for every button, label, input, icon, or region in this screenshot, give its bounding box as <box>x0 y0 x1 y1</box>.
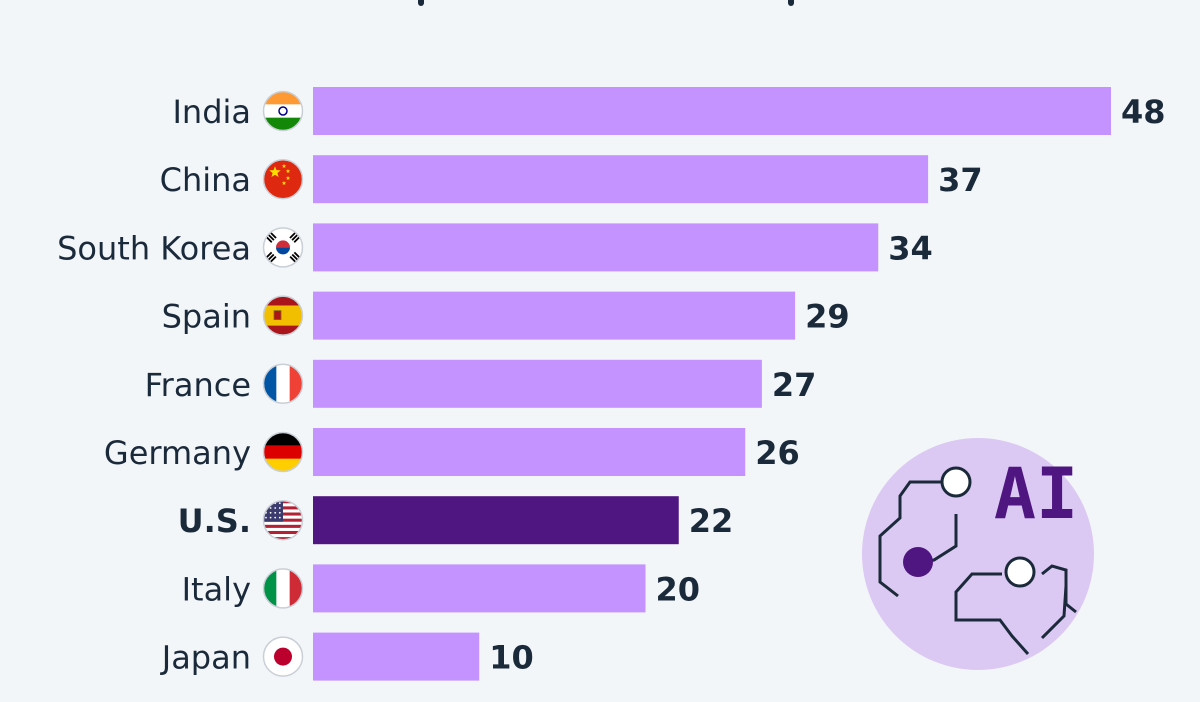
category-label-india: India <box>172 93 251 131</box>
spain-flag <box>262 295 304 336</box>
france-flag <box>262 363 304 405</box>
category-label-japan: Japan <box>160 639 251 677</box>
ai-label: AI <box>994 453 1078 535</box>
bar-japan <box>313 632 480 681</box>
japan-flag <box>262 636 304 677</box>
category-label-germany: Germany <box>104 434 251 472</box>
bar-france <box>313 359 762 408</box>
china-flag <box>262 158 304 200</box>
category-label-u-s: U.S. <box>178 502 251 540</box>
category-label-spain: Spain <box>162 298 251 336</box>
bar-spain <box>313 291 796 340</box>
value-label-germany: 26 <box>755 434 800 472</box>
category-label-south-korea: South Korea <box>57 229 251 267</box>
south-korea-flag <box>262 227 304 268</box>
bar-germany <box>313 428 746 476</box>
value-label-france: 27 <box>772 366 817 404</box>
bar-south-korea <box>313 223 879 272</box>
ai-circuit-icon: AI <box>862 438 1094 670</box>
germany-flag <box>262 431 304 473</box>
bar-italy <box>313 564 646 613</box>
bar-china <box>313 155 929 204</box>
value-label-u-s: 22 <box>689 502 734 540</box>
value-label-china: 37 <box>938 161 983 199</box>
category-label-italy: Italy <box>182 570 251 608</box>
us-flag <box>262 499 304 541</box>
category-label-china: China <box>160 161 251 199</box>
cropped-title-fragment <box>300 0 900 8</box>
value-label-south-korea: 34 <box>888 229 933 267</box>
value-label-italy: 20 <box>656 570 701 608</box>
value-label-spain: 29 <box>805 298 850 336</box>
bar-u-s <box>313 496 679 545</box>
value-label-india: 48 <box>1121 93 1166 131</box>
italy-flag <box>262 568 304 609</box>
bar-india <box>313 87 1111 135</box>
value-label-japan: 10 <box>489 639 534 677</box>
category-label-france: France <box>145 366 251 404</box>
india-flag <box>262 90 304 132</box>
